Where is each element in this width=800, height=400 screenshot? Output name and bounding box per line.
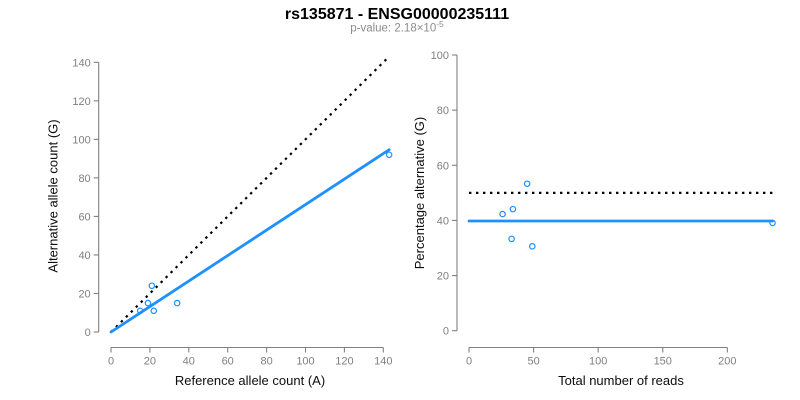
x-tick-label: 140 bbox=[374, 356, 392, 368]
x-tick-label: 50 bbox=[527, 356, 539, 368]
y-tick-label: 20 bbox=[78, 288, 90, 300]
p-value-text: p-value: 2.18×10 bbox=[350, 23, 436, 35]
y-tick-label: 40 bbox=[78, 250, 90, 262]
page-title: rs135871 - ENSG00000235111 bbox=[285, 6, 509, 23]
x-tick-label: 0 bbox=[466, 356, 472, 368]
x-tick-label: 120 bbox=[335, 356, 353, 368]
y-tick-label: 0 bbox=[443, 326, 449, 338]
p-value-exponent: -5 bbox=[436, 19, 444, 29]
y-tick-label: 40 bbox=[437, 215, 449, 227]
data-point bbox=[769, 219, 776, 227]
data-point bbox=[136, 307, 144, 315]
percentage-panel: 0 50 100 150 200 0 20 40 60 80 100 bbox=[431, 50, 776, 368]
y-tick-label: 80 bbox=[78, 173, 90, 185]
allele-count-panel: 0 20 40 60 80 100 120 140 0 20 40 60 80 100 120 140 bbox=[72, 55, 393, 368]
data-point bbox=[523, 180, 531, 188]
p-value-subtitle: p-value: 2.18×10-5 bbox=[350, 19, 444, 35]
y-tick-label: 140 bbox=[72, 57, 90, 69]
x-tick-label: 200 bbox=[718, 356, 736, 368]
y-tick-label: 60 bbox=[437, 160, 449, 172]
x-tick-label: 100 bbox=[296, 356, 314, 368]
data-point bbox=[528, 243, 536, 250]
x-tick-label: 40 bbox=[183, 356, 195, 368]
data-point bbox=[509, 205, 517, 213]
y-tick-label: 120 bbox=[72, 96, 90, 108]
y-tick-label: 60 bbox=[78, 211, 90, 223]
x-tick-label: 150 bbox=[654, 356, 672, 368]
y-tick-label: 20 bbox=[437, 271, 449, 283]
identity-line bbox=[110, 55, 390, 333]
left-x-axis-title: Reference allele count (A) bbox=[175, 373, 325, 388]
x-tick-label: 100 bbox=[589, 356, 607, 368]
x-tick-label: 20 bbox=[144, 356, 156, 368]
y-tick-label: 80 bbox=[437, 105, 449, 117]
y-tick-label: 100 bbox=[431, 50, 449, 62]
data-point bbox=[144, 299, 152, 307]
data-point bbox=[148, 282, 156, 290]
right-x-axis-title: Total number of reads bbox=[558, 373, 684, 388]
data-point bbox=[385, 151, 393, 159]
data-point bbox=[499, 210, 506, 218]
x-tick-label: 0 bbox=[108, 356, 114, 368]
data-point bbox=[173, 299, 181, 307]
y-tick-label: 100 bbox=[72, 134, 90, 146]
data-point bbox=[508, 235, 515, 243]
data-point bbox=[150, 307, 158, 315]
x-tick-label: 60 bbox=[222, 356, 234, 368]
left-y-axis-title: Alternative allele count (G) bbox=[46, 119, 61, 272]
fit-line bbox=[109, 148, 391, 334]
x-tick-label: 80 bbox=[260, 356, 272, 368]
right-y-axis-title: Percentage alternative (G) bbox=[412, 117, 427, 269]
y-tick-label: 0 bbox=[85, 327, 91, 339]
